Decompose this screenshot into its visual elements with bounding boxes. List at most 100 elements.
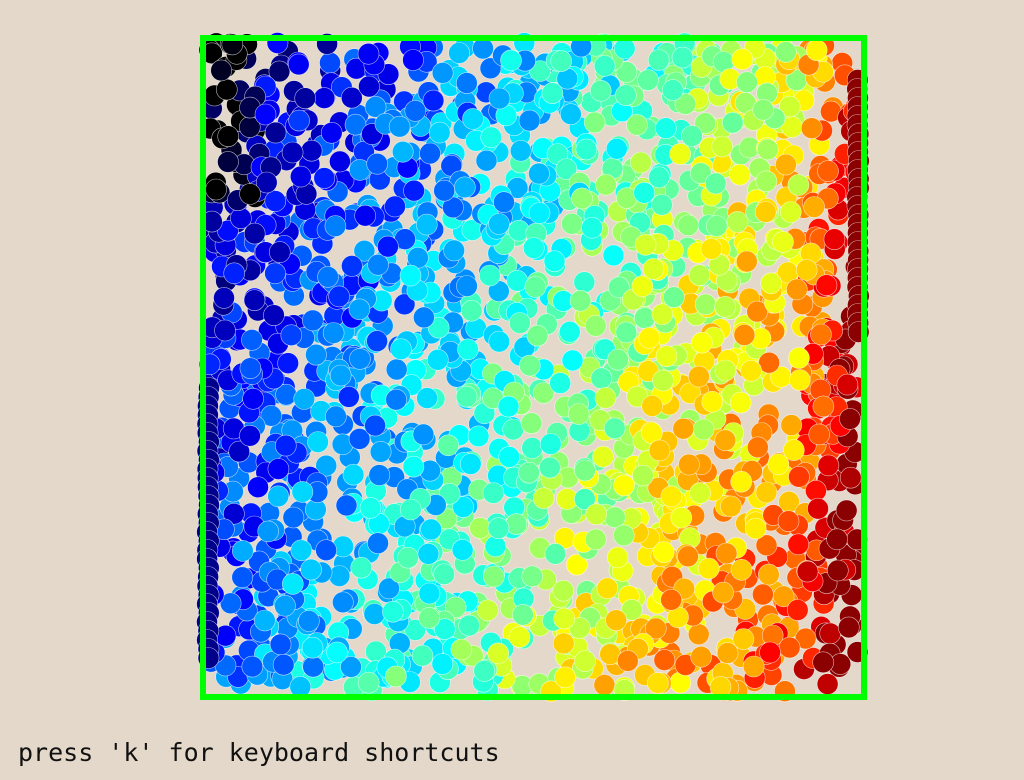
particle: [301, 636, 324, 659]
particle: [835, 499, 858, 522]
particle: [573, 271, 596, 294]
particle: [574, 459, 596, 482]
particle: [746, 300, 769, 323]
particle: [388, 115, 411, 138]
particle: [487, 642, 510, 665]
particle: [714, 429, 737, 452]
particle: [210, 59, 232, 82]
particle: [322, 322, 345, 344]
particle: [716, 642, 739, 664]
particle: [341, 255, 363, 277]
particle: [613, 37, 636, 60]
particle: [742, 655, 765, 678]
particle: [277, 352, 299, 375]
particle: [335, 494, 358, 517]
particle: [390, 338, 412, 361]
particle: [348, 298, 371, 321]
particle: [648, 166, 670, 189]
particle: [730, 470, 753, 493]
particle: [561, 213, 583, 235]
particle: [678, 453, 700, 476]
particle: [431, 62, 454, 84]
particle: [488, 330, 511, 353]
particle: [660, 485, 683, 508]
particle-field: [196, 32, 870, 703]
particle: [700, 238, 723, 260]
particle: [634, 234, 657, 256]
particle: [342, 463, 365, 486]
particle: [315, 454, 338, 477]
particle: [239, 424, 261, 447]
particle: [413, 306, 435, 329]
particle: [353, 240, 376, 262]
particle: [264, 262, 286, 285]
particle: [502, 418, 525, 441]
particle: [594, 387, 617, 409]
particle: [239, 183, 261, 205]
particle: [788, 465, 810, 488]
particle: [596, 577, 619, 600]
particle: [487, 517, 510, 540]
particle: [615, 321, 638, 344]
particle: [213, 287, 235, 309]
particle: [324, 215, 347, 237]
particle: [378, 577, 400, 600]
particle: [616, 650, 639, 672]
particle: [549, 372, 572, 394]
particle: [554, 666, 576, 689]
particle: [242, 387, 264, 410]
particle: [714, 359, 737, 382]
particle: [477, 599, 499, 622]
particle: [214, 319, 236, 342]
particle: [651, 194, 673, 216]
particle: [715, 542, 738, 565]
particle: [216, 78, 238, 101]
particle: [839, 466, 862, 489]
particle: [730, 558, 753, 581]
particle: [808, 423, 831, 446]
particle: [637, 69, 659, 91]
particle: [663, 286, 685, 309]
particle: [243, 222, 266, 245]
particle: [593, 55, 616, 77]
particle: [648, 439, 671, 462]
particle: [505, 513, 528, 535]
particle: [800, 117, 823, 139]
particle: [755, 170, 778, 193]
particle: [775, 41, 797, 63]
particle: [287, 53, 310, 76]
particle: [385, 388, 408, 411]
particle: [571, 187, 593, 210]
particle: [677, 214, 700, 237]
particle: [642, 258, 665, 280]
particle: [293, 388, 316, 410]
particle: [382, 600, 404, 623]
particle: [752, 99, 775, 121]
particle: [402, 49, 424, 71]
particle: [816, 673, 839, 695]
particle: [786, 599, 809, 621]
particle: [357, 671, 380, 694]
particle: [482, 565, 505, 588]
particle: [288, 109, 310, 132]
particle: [298, 610, 320, 632]
particle: [404, 100, 427, 122]
particle: [415, 213, 438, 236]
particle: [767, 453, 790, 476]
particle: [694, 293, 717, 316]
particle: [823, 228, 846, 250]
particle: [602, 244, 625, 267]
particle: [433, 563, 455, 586]
particle: [754, 201, 777, 223]
particle: [567, 403, 590, 425]
particle: [422, 89, 445, 112]
particle: [755, 534, 778, 557]
particle: [652, 369, 674, 392]
particle: [357, 42, 380, 65]
particle: [497, 395, 520, 418]
particle: [443, 239, 465, 262]
simulation-container: [200, 35, 867, 700]
particle: [508, 312, 531, 334]
particle: [263, 304, 285, 327]
